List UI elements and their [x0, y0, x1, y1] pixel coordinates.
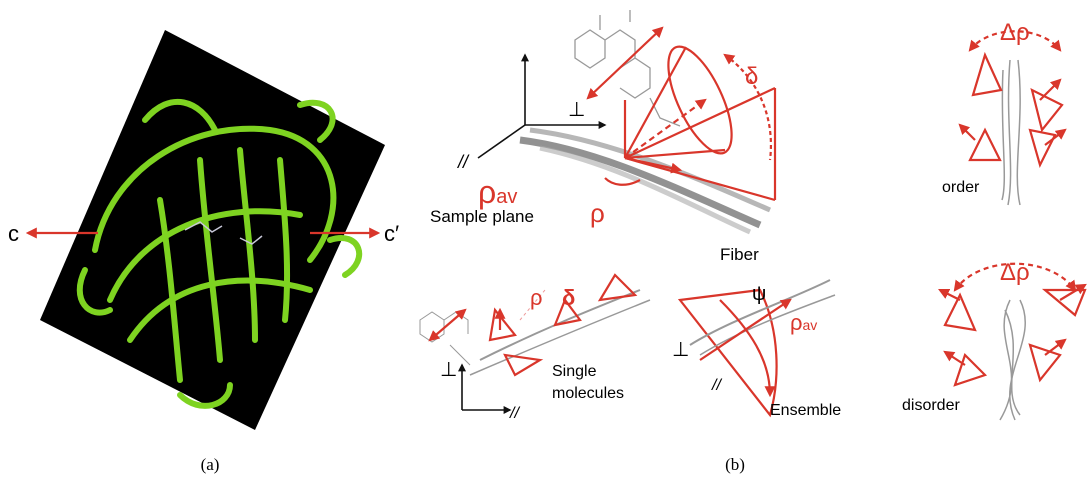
caption: Single — [552, 363, 597, 380]
ensemble-diagram: ψ ρav ⊥ // Ensemble — [672, 280, 841, 419]
symbol: ρ — [790, 310, 803, 335]
symbol: ρ — [478, 174, 496, 210]
axis-label: c — [8, 221, 19, 246]
panel-label: (b) — [725, 455, 745, 474]
caption: Fiber — [720, 245, 759, 264]
caption: disorder — [902, 397, 960, 414]
caption: Sample plane — [430, 207, 534, 226]
figure: c c′ (a) δ ρav ρ Sample plane Fiber ⊥ //… — [0, 0, 1089, 478]
caption: Ensemble — [770, 402, 841, 419]
parallel: // — [711, 377, 722, 394]
order-diagram: Δρ order — [942, 19, 1065, 205]
perpendicular: ⊥ — [672, 339, 689, 361]
tilt: ψ — [752, 283, 766, 305]
caption: molecules — [552, 385, 624, 402]
subscript: av — [803, 317, 818, 333]
axis-label: c′ — [384, 221, 399, 246]
panel-label: (a) — [201, 455, 220, 474]
average-angle: ρav — [790, 310, 817, 335]
angle: ρ — [530, 285, 543, 310]
cone-angle: δ — [745, 63, 758, 90]
single-molecule-diagram: ρ δ Single molecules ⊥ // — [420, 275, 650, 422]
parallel: // — [509, 405, 520, 422]
perpendicular: ⊥ — [440, 359, 457, 381]
average-angle: ρav — [478, 174, 517, 210]
spread: Δρ — [1000, 259, 1030, 286]
disorder-diagram: Δρ disorder — [902, 259, 1085, 420]
protein-panel: c c′ (a) — [8, 30, 399, 474]
caption: order — [942, 179, 980, 196]
spread: Δρ — [1000, 19, 1030, 46]
subscript: av — [496, 186, 517, 208]
main-diagram: δ ρav ρ Sample plane Fiber ⊥ // — [430, 10, 775, 264]
parallel: // — [456, 152, 470, 172]
cone-angle: δ — [562, 285, 575, 310]
angle: ρ — [590, 198, 605, 228]
perpendicular: ⊥ — [568, 99, 585, 121]
